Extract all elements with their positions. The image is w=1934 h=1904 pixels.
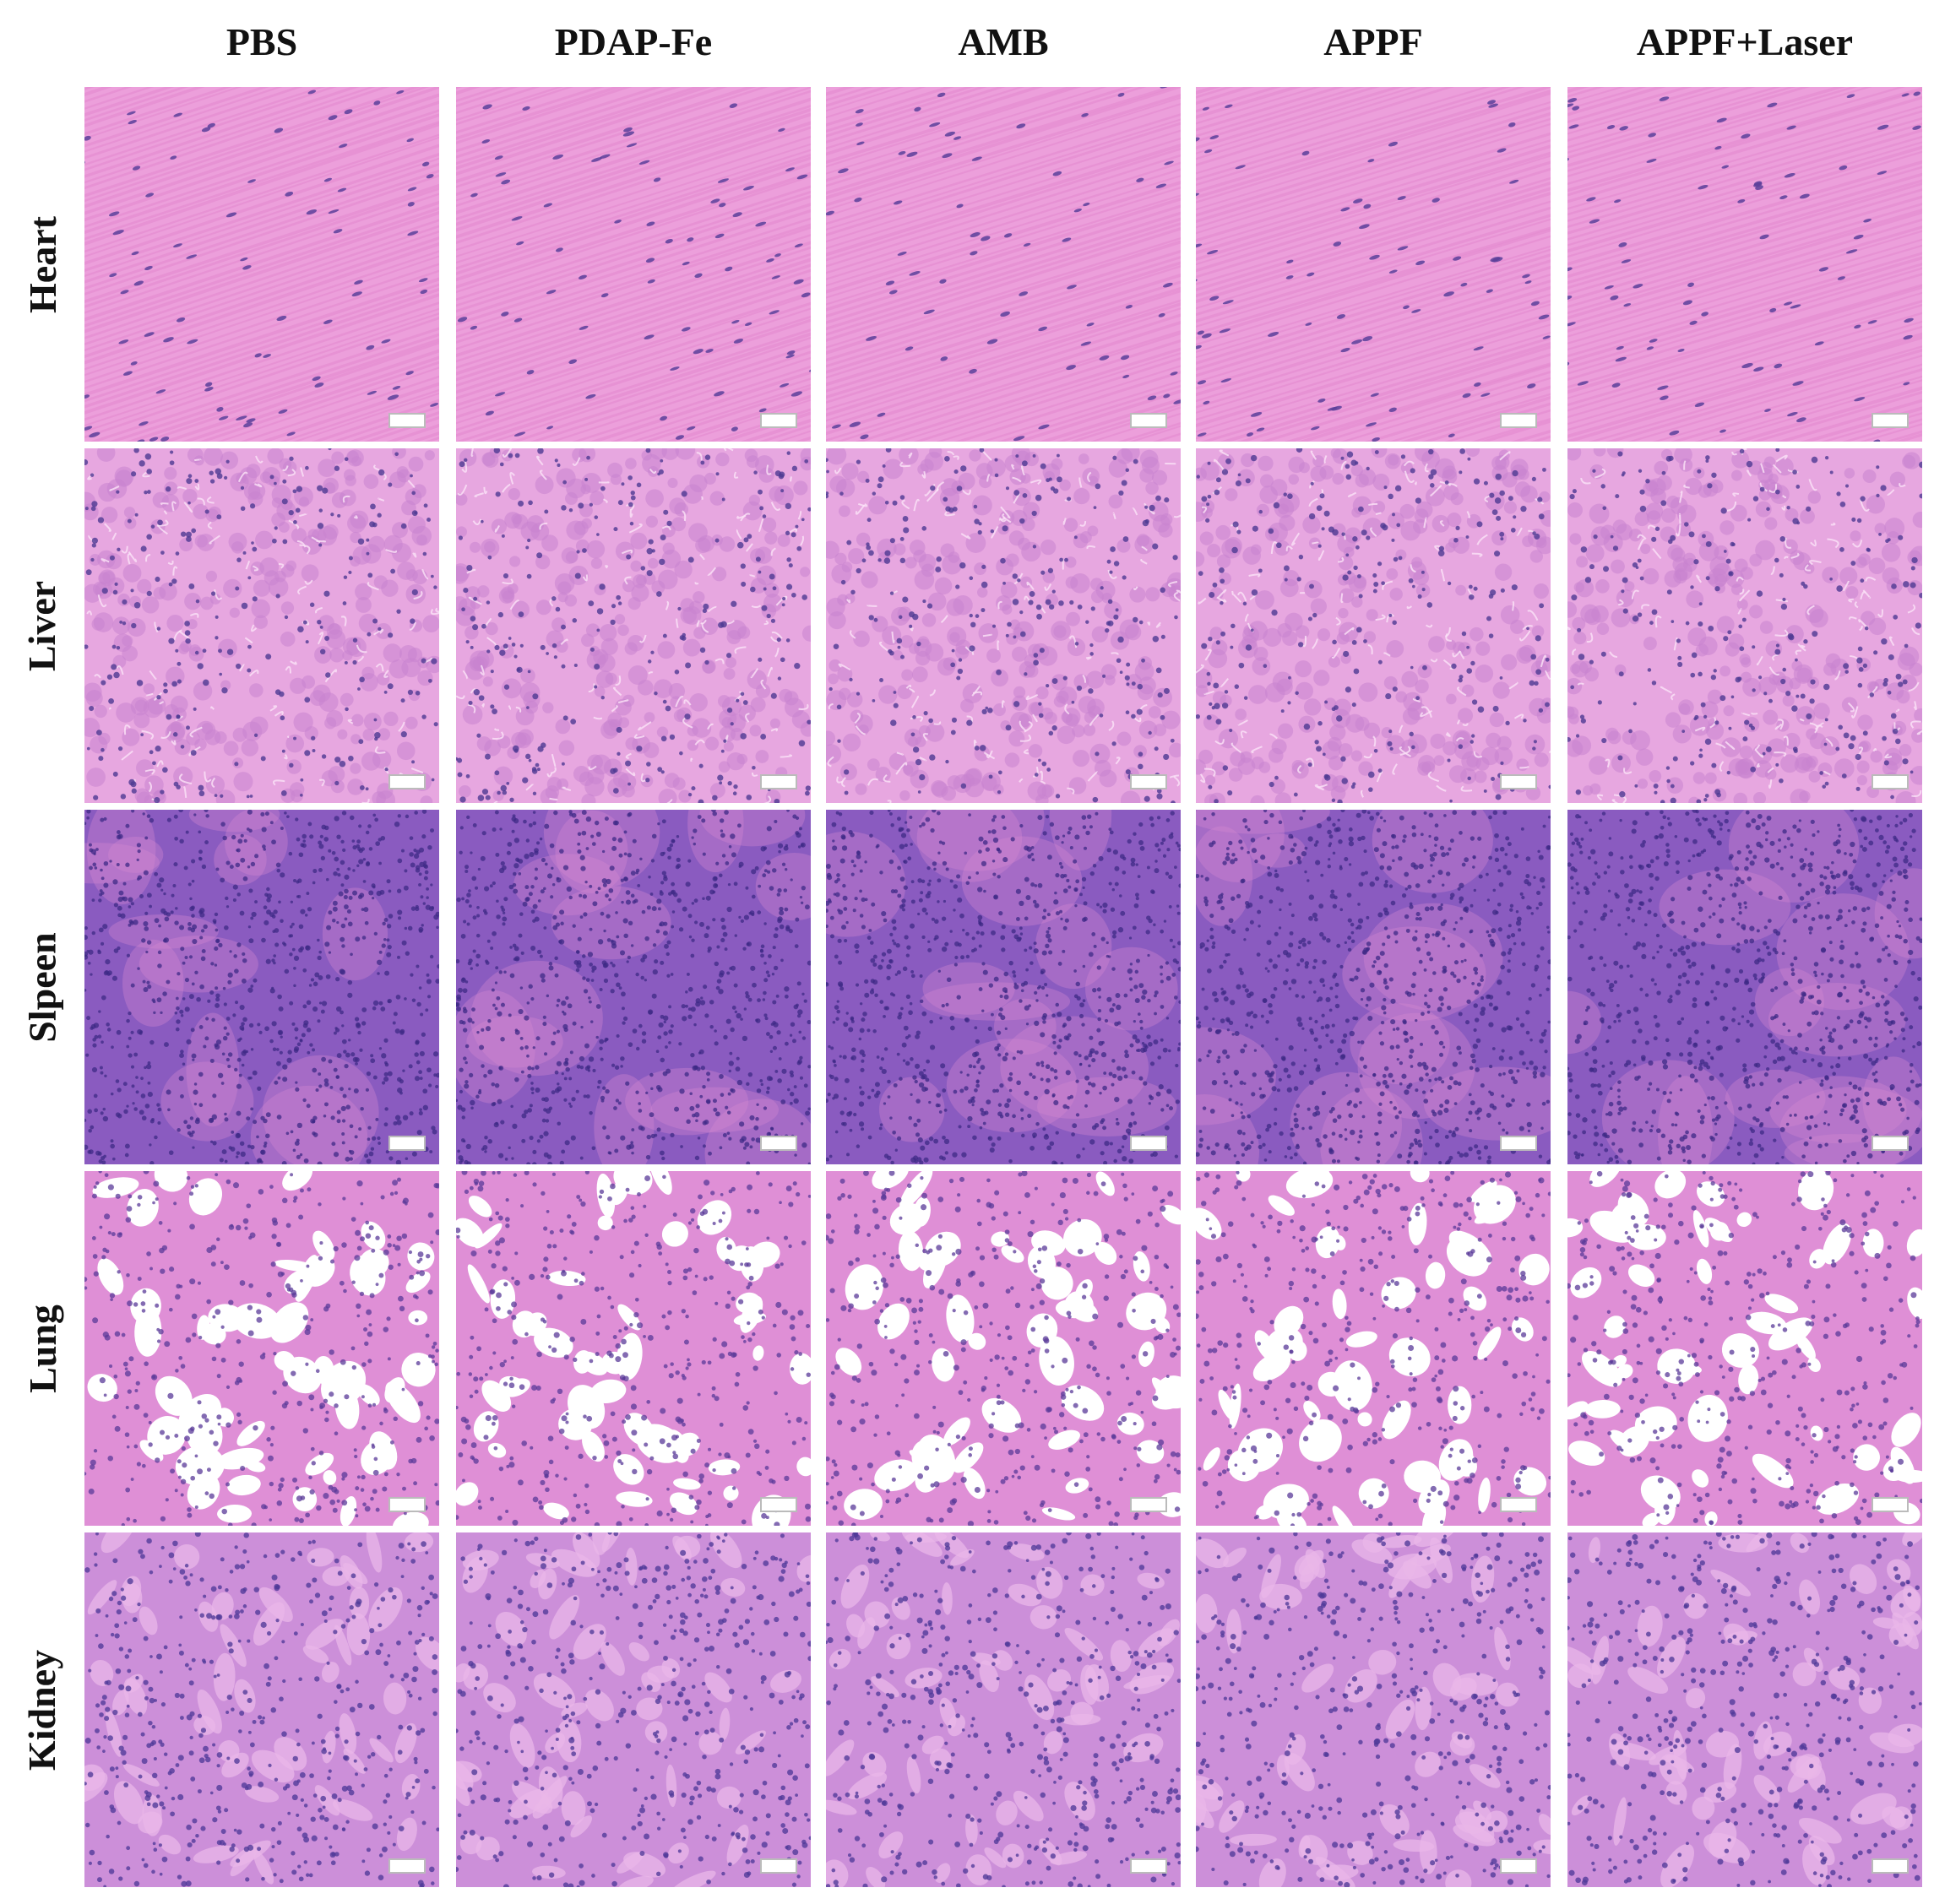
histology-image (826, 87, 1181, 442)
row-label: Kidney (20, 1649, 64, 1771)
panel-spleen-appf-laser (1567, 810, 1922, 1164)
histology-image (826, 810, 1181, 1164)
scale-bar (1130, 413, 1167, 428)
panel-spleen-appf (1196, 810, 1551, 1164)
scale-bar (388, 1136, 426, 1151)
histology-image (456, 810, 811, 1164)
scale-bar (1872, 1497, 1909, 1512)
histology-image (1567, 87, 1922, 442)
panel-heart-appf-laser (1567, 87, 1922, 442)
scale-bar (1500, 413, 1537, 428)
column-header-appf-laser: APPF+Laser (1636, 20, 1854, 63)
scale-bar (1130, 774, 1167, 789)
panel-lung-amb (826, 1171, 1181, 1526)
histology-image (456, 448, 811, 803)
histology-image (826, 448, 1181, 803)
scale-bar (1130, 1858, 1167, 1874)
row-label: Slpeen (20, 931, 64, 1043)
panel-kidney-pbs (84, 1532, 439, 1887)
column-header-pbs: PBS (225, 20, 298, 63)
histology-image (84, 87, 439, 442)
histology-image (1196, 810, 1551, 1164)
column-header-pdap-fe: PDAP-Fe (554, 20, 713, 63)
column-header-amb: AMB (958, 20, 1049, 63)
scale-bar (1500, 774, 1537, 789)
histology-image (1567, 448, 1922, 803)
histology-image (456, 1171, 811, 1526)
histology-image (1196, 87, 1551, 442)
panel-liver-amb (826, 448, 1181, 803)
panel-liver-pdap-fe (456, 448, 811, 803)
row-label: Liver (20, 580, 64, 671)
scale-bar (760, 774, 797, 789)
scale-bar (760, 1858, 797, 1874)
scale-bar (1500, 1497, 1537, 1512)
panel-heart-appf (1196, 87, 1551, 442)
panel-spleen-amb (826, 810, 1181, 1164)
histology-image (1567, 1171, 1922, 1526)
panel-kidney-appf-laser (1567, 1532, 1922, 1887)
row-header-liver: Liver (0, 448, 84, 803)
scale-bar (1500, 1136, 1537, 1151)
panel-liver-pbs (84, 448, 439, 803)
histology-image (84, 1171, 439, 1526)
histology-image (84, 448, 439, 803)
histology-image (826, 1532, 1181, 1887)
histology-image (1567, 810, 1922, 1164)
scale-bar (1872, 1858, 1909, 1874)
panel-liver-appf (1196, 448, 1551, 803)
histology-image (826, 1171, 1181, 1526)
scale-bar (1872, 413, 1909, 428)
scale-bar (1872, 774, 1909, 789)
panel-heart-pbs (84, 87, 439, 442)
scale-bar (1130, 1497, 1167, 1512)
histology-image (1196, 1171, 1551, 1526)
panel-lung-appf (1196, 1171, 1551, 1526)
panel-lung-pdap-fe (456, 1171, 811, 1526)
scale-bar (388, 413, 426, 428)
panel-lung-pbs (84, 1171, 439, 1526)
scale-bar (388, 1858, 426, 1874)
panel-spleen-pbs (84, 810, 439, 1164)
row-header-kidney: Kidney (0, 1532, 84, 1887)
panel-kidney-appf (1196, 1532, 1551, 1887)
panel-liver-appf-laser (1567, 448, 1922, 803)
row-header-lung: Lung (0, 1171, 84, 1526)
column-header-appf: APPF (1323, 20, 1423, 63)
scale-bar (760, 1497, 797, 1512)
panel-spleen-pdap-fe (456, 810, 811, 1164)
histology-image (1196, 1532, 1551, 1887)
row-label: Heart (20, 215, 64, 313)
histology-image (456, 1532, 811, 1887)
panel-lung-appf-laser (1567, 1171, 1922, 1526)
panel-kidney-amb (826, 1532, 1181, 1887)
row-header-heart: Heart (0, 87, 84, 442)
scale-bar (388, 1497, 426, 1512)
row-label: Lung (20, 1304, 64, 1393)
panel-heart-pdap-fe (456, 87, 811, 442)
histology-image (84, 810, 439, 1164)
histology-image (456, 87, 811, 442)
scale-bar (1500, 1858, 1537, 1874)
histology-image (1196, 448, 1551, 803)
scale-bar (1872, 1136, 1909, 1151)
panel-heart-amb (826, 87, 1181, 442)
scale-bar (1130, 1136, 1167, 1151)
scale-bar (760, 413, 797, 428)
scale-bar (760, 1136, 797, 1151)
histology-image (1567, 1532, 1922, 1887)
histology-image (84, 1532, 439, 1887)
scale-bar (388, 774, 426, 789)
panel-kidney-pdap-fe (456, 1532, 811, 1887)
row-header-spleen: Slpeen (0, 810, 84, 1164)
